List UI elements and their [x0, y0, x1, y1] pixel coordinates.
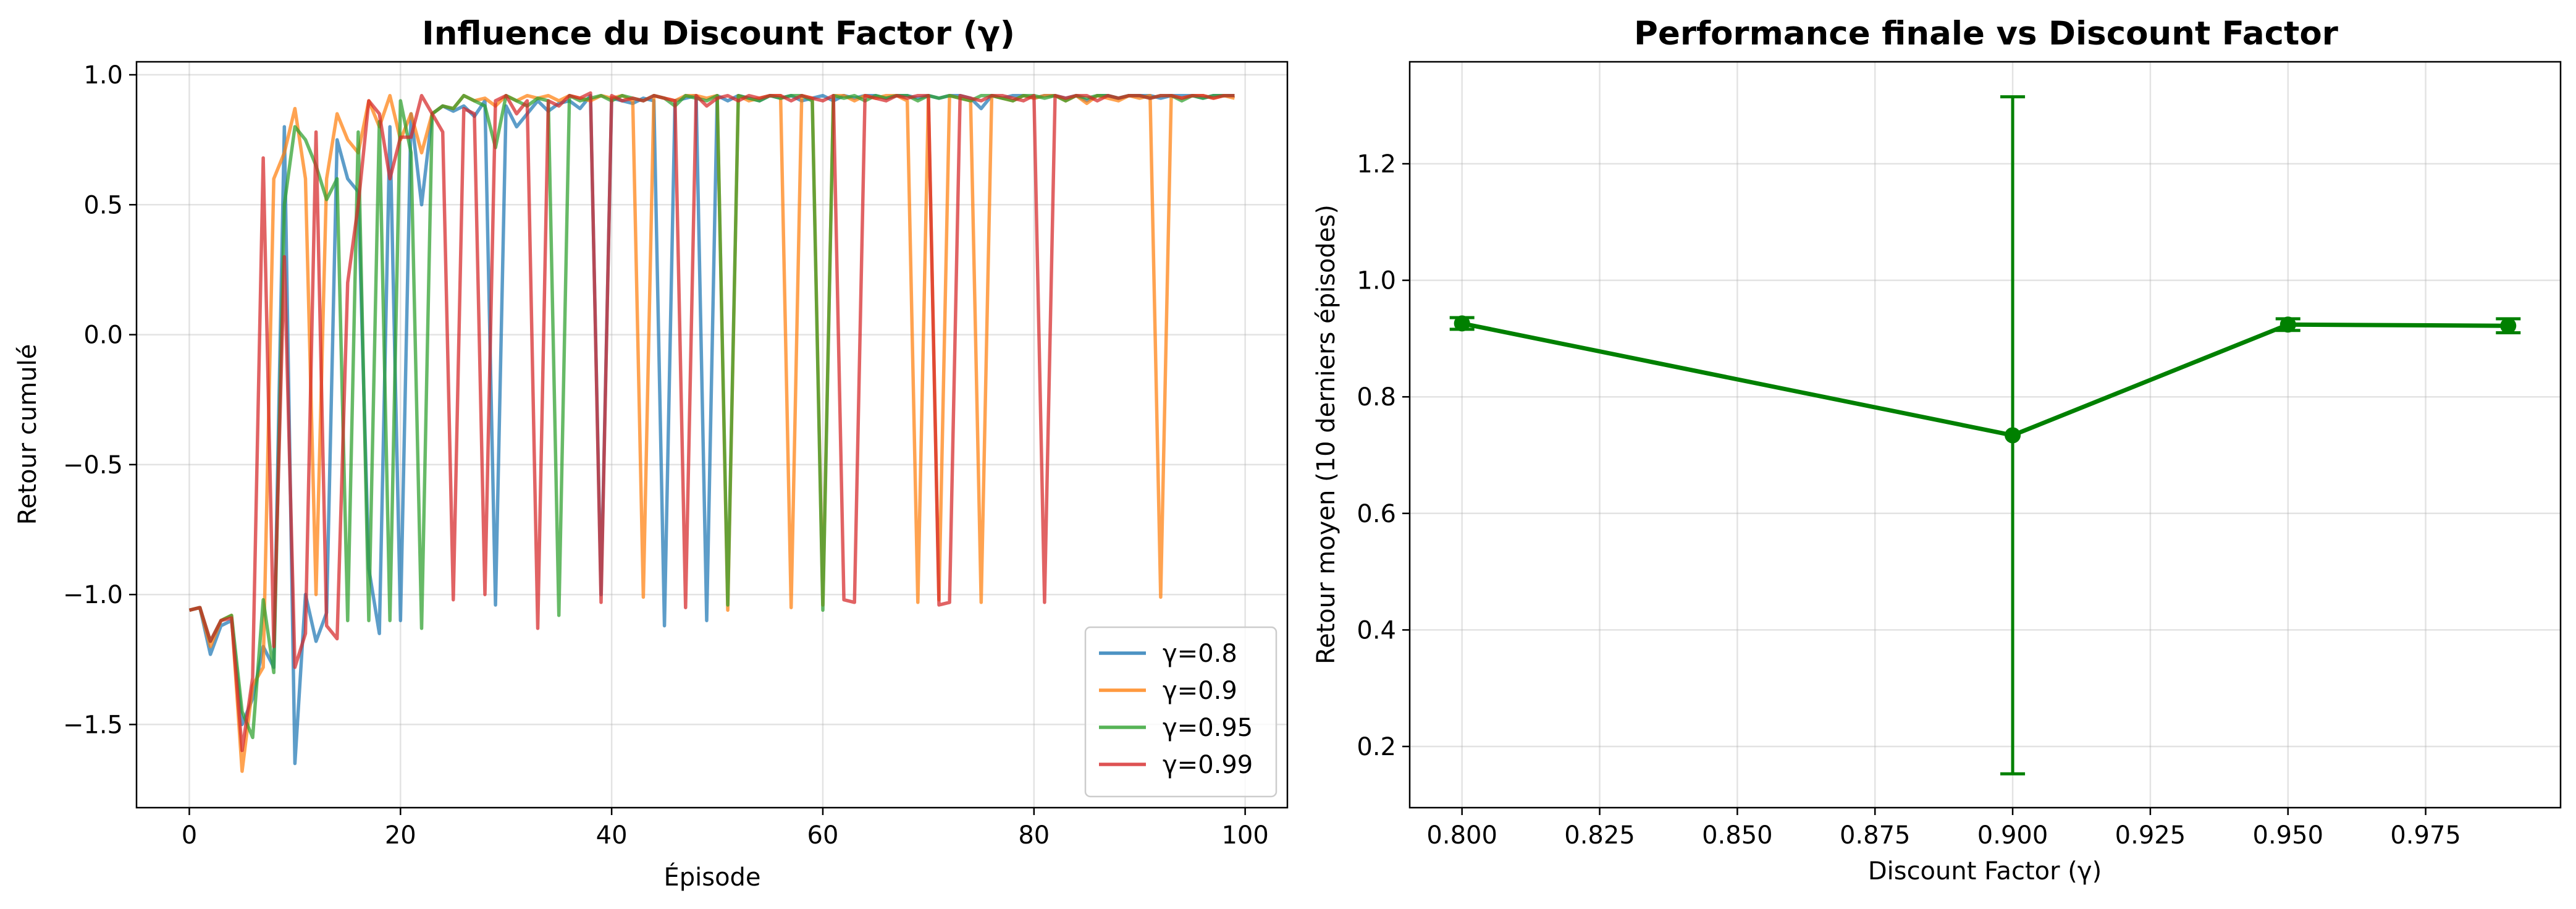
x-tick-label: 40 — [596, 821, 628, 850]
y-tick-label: 0.6 — [1357, 500, 1396, 528]
legend-box — [1084, 626, 1277, 798]
y-tick-label: 1.0 — [1357, 267, 1396, 295]
legend-label: γ=0.9 — [1163, 677, 1237, 705]
series-line-γ=0.99 — [188, 91, 1235, 753]
legend-label: γ=0.99 — [1163, 751, 1253, 779]
x-tick-label: 0.925 — [2115, 821, 2186, 850]
x-tick-label: 100 — [1221, 821, 1268, 850]
x-tick-label: 0.875 — [1840, 821, 1911, 850]
y-tick-label: 0.0 — [83, 321, 123, 350]
final-performance-chart: Performance finale vs Discount Factor 0.… — [1312, 15, 2562, 886]
x-tick-label: 0 — [182, 821, 197, 850]
data-point — [2279, 316, 2296, 333]
x-tick-label: 60 — [807, 821, 839, 850]
data-point — [2005, 427, 2021, 444]
x-tick-label: 0.900 — [1977, 821, 2048, 850]
y-tick-label: 0.8 — [1357, 383, 1396, 412]
data-point — [2500, 318, 2517, 334]
legend: γ=0.8 γ=0.9 γ=0.95 γ=0.99 — [1084, 626, 1277, 798]
y-tick-label: −1.0 — [63, 581, 123, 609]
x-tick-label: 0.825 — [1564, 821, 1635, 850]
performance-line — [1462, 321, 2509, 438]
y-tick-label: 0.4 — [1357, 616, 1396, 645]
legend-label: γ=0.8 — [1163, 640, 1237, 668]
x-tick-label: 0.975 — [2390, 821, 2461, 850]
y-tick-label: 0.2 — [1357, 733, 1396, 761]
x-tick-label: 0.800 — [1426, 821, 1497, 850]
x-tick-label: 20 — [385, 821, 416, 850]
series-line-γ=0.8 — [188, 93, 1235, 766]
y-tick-label: 0.5 — [83, 191, 123, 219]
x-tick-label: 80 — [1018, 821, 1050, 850]
y-axis-label: Retour cumulé — [14, 344, 42, 525]
data-point — [1454, 315, 1470, 332]
y-tick-label: −1.5 — [63, 711, 123, 739]
chart-title: Performance finale vs Discount Factor — [1634, 15, 2338, 53]
y-tick-label: 1.2 — [1357, 150, 1396, 179]
x-axis-label: Épisode — [663, 862, 760, 892]
y-tick-label: −0.5 — [63, 451, 123, 480]
y-tick-label: 1.0 — [83, 61, 123, 90]
discount-factor-influence-chart: Influence du Discount Factor (γ) 0 20 40 60… — [14, 15, 1289, 892]
y-axis-label: Retour moyen (10 derniers épisodes) — [1312, 205, 1341, 664]
legend-label: γ=0.95 — [1163, 714, 1253, 742]
x-tick-label: 0.950 — [2253, 821, 2324, 850]
chart-title: Influence du Discount Factor (γ) — [422, 15, 1015, 53]
x-tick-label: 0.850 — [1702, 821, 1773, 850]
x-axis-label: Discount Factor (γ) — [1868, 857, 2102, 886]
